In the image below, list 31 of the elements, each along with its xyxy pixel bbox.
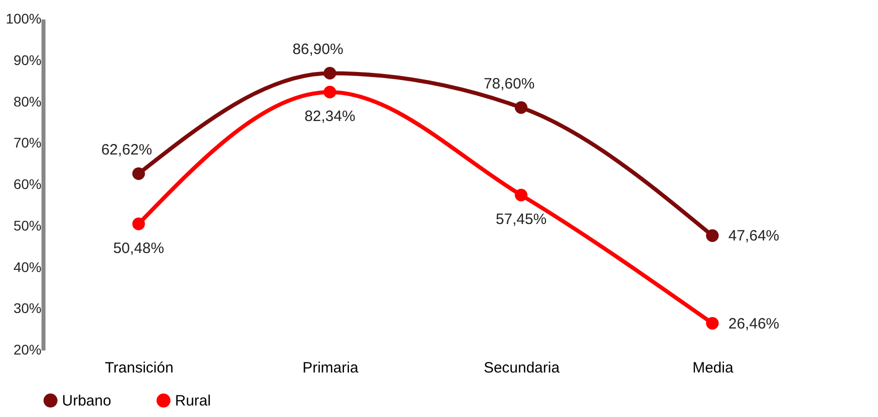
point <box>324 66 336 80</box>
point <box>132 218 145 230</box>
y-tick-label: 60% <box>13 176 42 192</box>
y-tick-label: 50% <box>13 217 42 234</box>
point <box>706 229 719 242</box>
point <box>514 101 528 114</box>
data-label: 26,46% <box>728 315 780 332</box>
x-tick-label: Secundaria <box>484 360 560 376</box>
data-label: 47,64% <box>728 228 780 245</box>
point <box>324 86 336 98</box>
y-tick-label: 30% <box>13 300 42 316</box>
x-tick-label: Media <box>692 360 734 376</box>
point <box>706 316 719 330</box>
data-label: 78,60% <box>484 76 535 93</box>
data-label: 62,62% <box>101 142 152 159</box>
data-label: 50,48% <box>113 240 164 257</box>
y-tick-label: 70% <box>13 134 42 151</box>
point <box>514 188 528 202</box>
y-tick-label: 80% <box>13 93 42 110</box>
x-tick-label: Primaria <box>302 360 359 376</box>
legend-label: Rural <box>175 392 211 410</box>
point <box>132 167 145 180</box>
legend-label: Urbano <box>62 392 112 410</box>
data-label: 82,34% <box>304 108 356 126</box>
y-tick-label: 90% <box>13 52 42 68</box>
data-label: 86,90% <box>292 41 344 58</box>
x-tick-label: Transición <box>104 360 174 376</box>
y-tick-label: 40% <box>13 258 42 275</box>
data-label: 57,45% <box>496 211 547 228</box>
y-tick-label: 100% <box>6 10 42 26</box>
y-tick-label: 20% <box>13 342 42 358</box>
